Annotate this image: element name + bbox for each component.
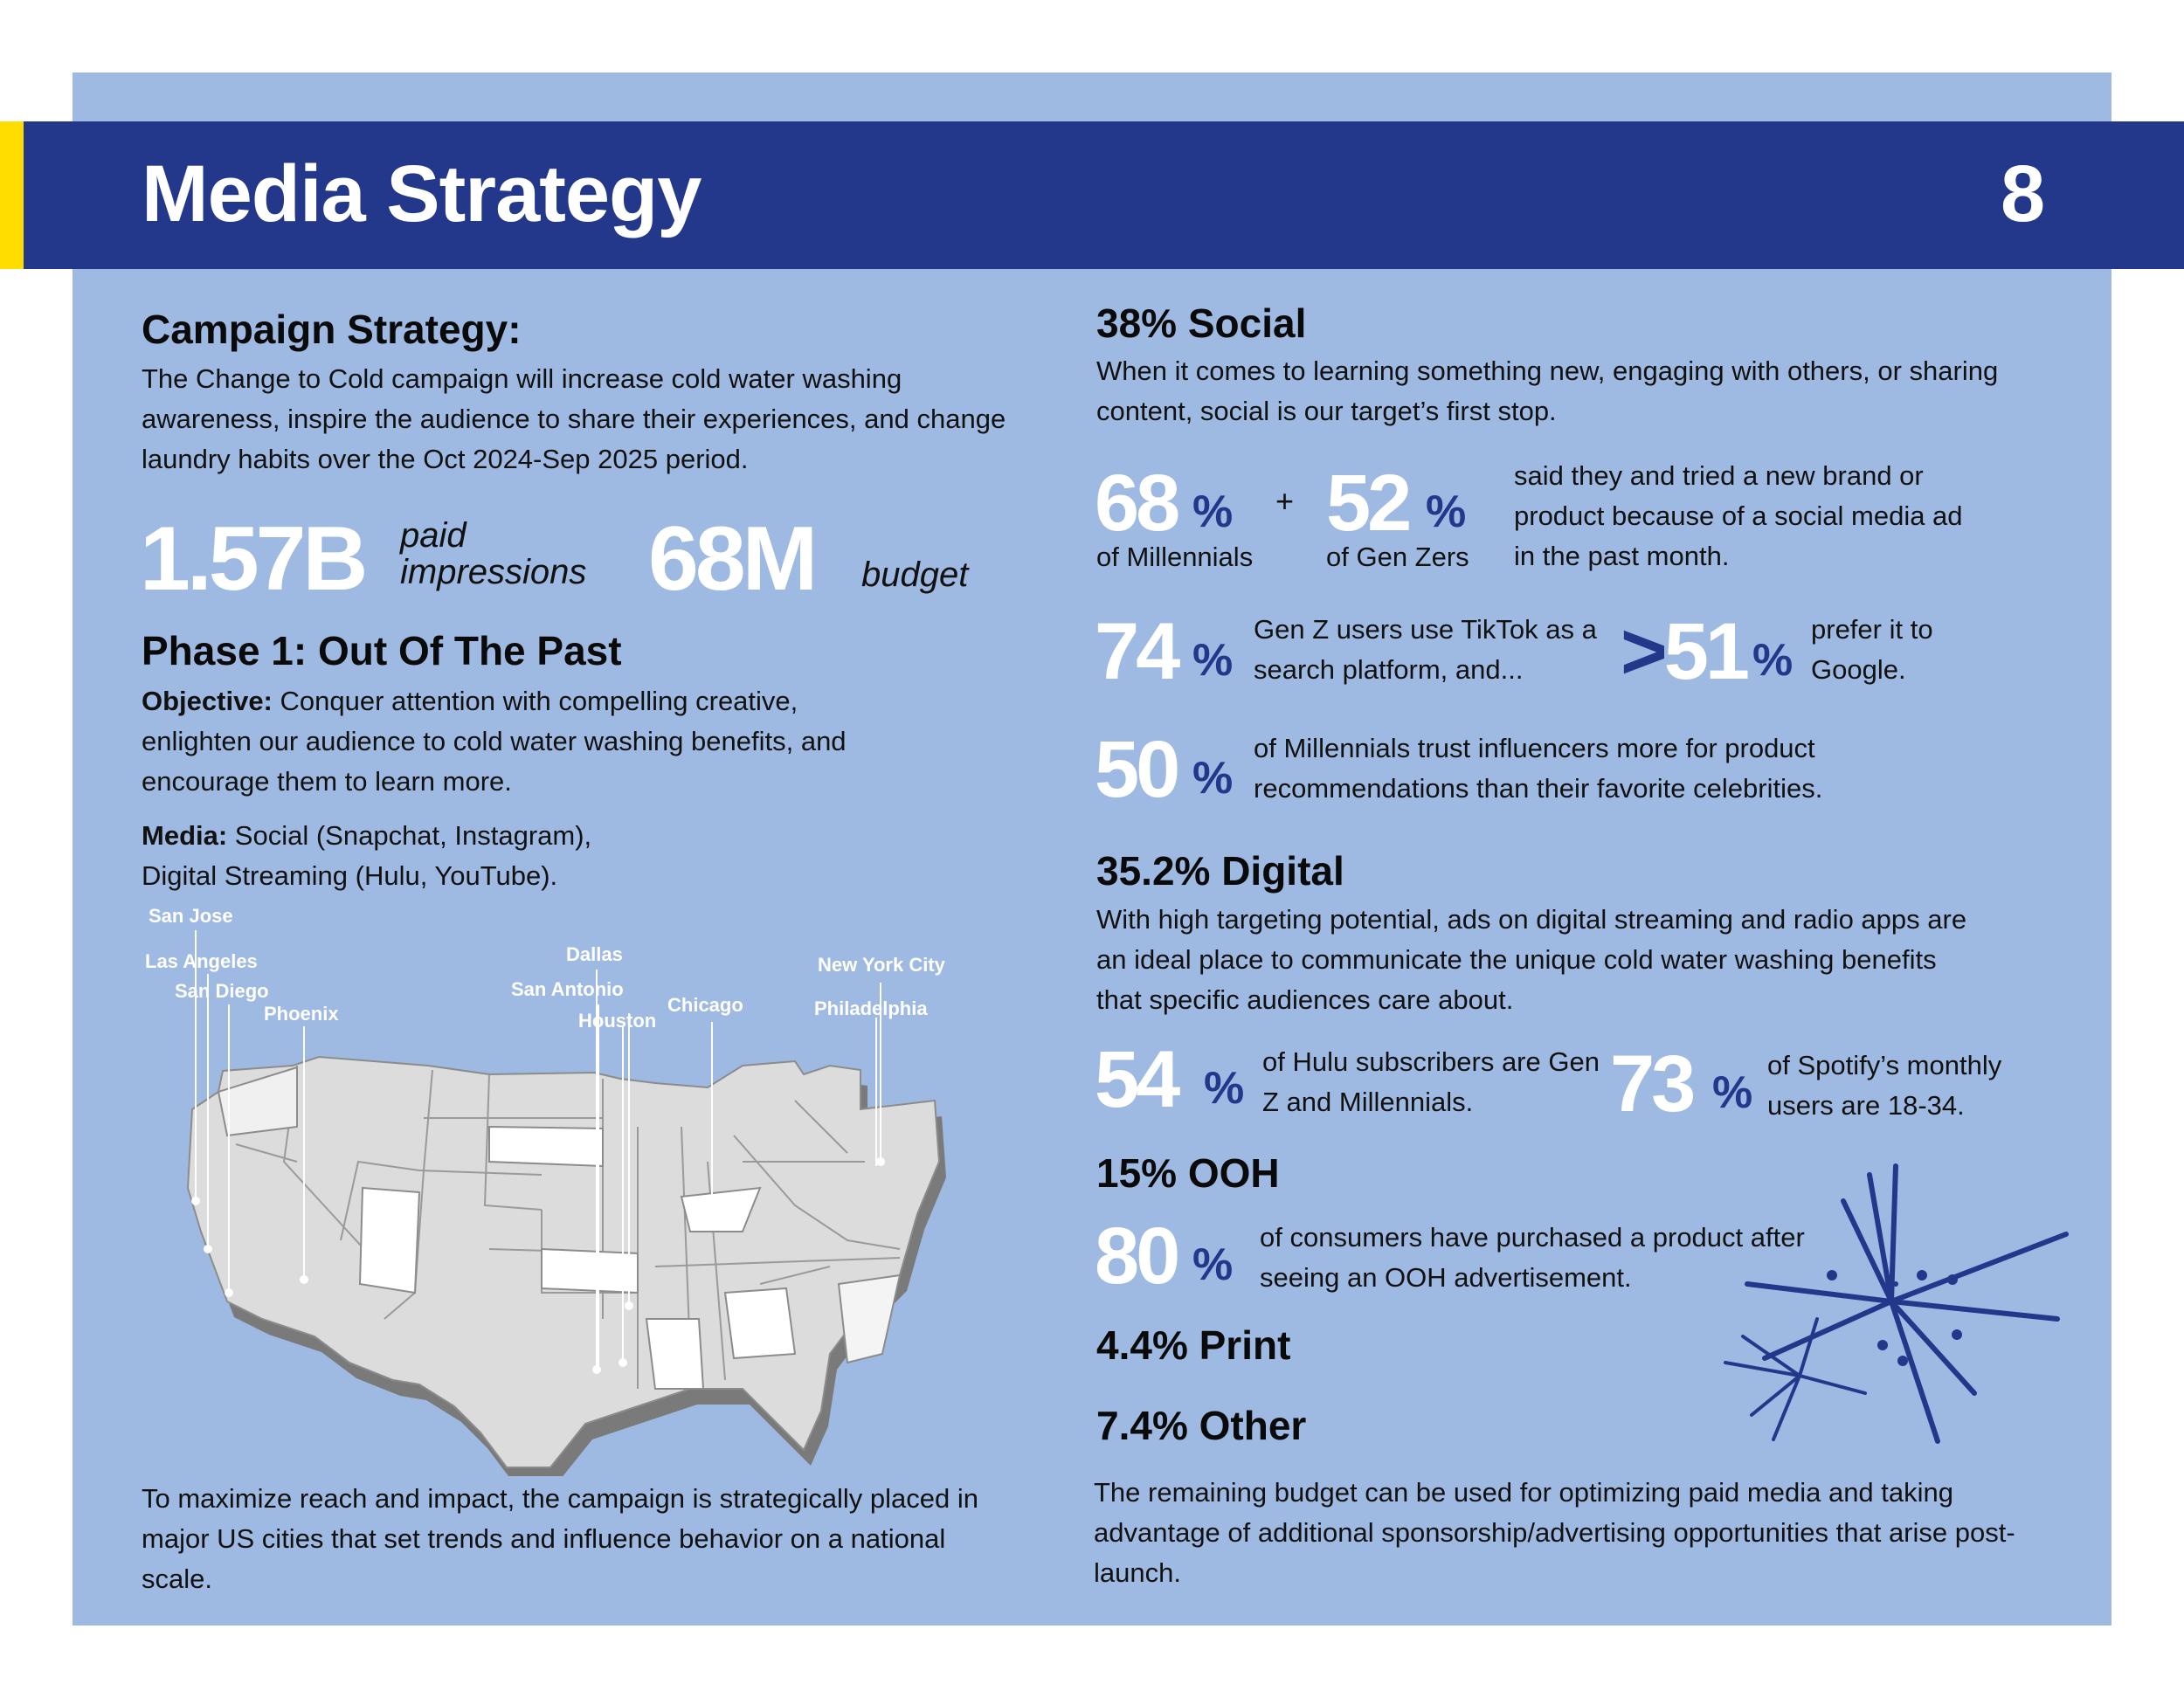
percent-sign: %	[1192, 635, 1234, 686]
objective-label: Objective:	[142, 686, 273, 716]
stat-ooh-text: of consumers have purchased a product af…	[1260, 1222, 1805, 1293]
media-label: Media:	[142, 820, 228, 851]
page-title: Media Strategy	[142, 149, 702, 238]
stat-tiktok-text: Gen Z users use TikTok as a search platf…	[1254, 614, 1597, 685]
starburst-icon	[1724, 1163, 2069, 1444]
percent-sign: %	[1712, 1067, 1753, 1118]
percent-sign: %	[1204, 1063, 1245, 1114]
city-label: New York City	[818, 954, 945, 976]
impressions-label-line2: impressions	[400, 553, 587, 591]
header-accent	[0, 121, 24, 269]
stat-ooh-value: 80	[1095, 1211, 1180, 1301]
media-paragraph: Media: Social (Snapchat, Instagram), Dig…	[142, 816, 666, 896]
ooh-heading: 15% OOH	[1096, 1150, 1280, 1196]
percent-sign: %	[1192, 487, 1234, 537]
stat-millennials-label: of Millennials	[1096, 542, 1254, 572]
stat-genz-label: of Gen Zers	[1326, 542, 1469, 572]
page-number: 8	[2001, 149, 2046, 238]
social-text: When it comes to learning something new,…	[1096, 355, 1999, 426]
impressions-label-line1: paid	[400, 516, 467, 555]
budget-label: budget	[861, 556, 969, 594]
campaign-heading: Campaign Strategy:	[142, 307, 522, 352]
header-bar	[0, 121, 2184, 269]
budget-value: 68M	[648, 508, 818, 610]
percent-sign: %	[1426, 487, 1467, 537]
city-label: Las Angeles	[145, 950, 258, 972]
stat-google-value: >51	[1621, 611, 1750, 692]
stat-millennials-value: 68	[1095, 459, 1180, 548]
stat-google-number: 51	[1663, 607, 1750, 696]
greater-than-sign: >	[1621, 607, 1668, 696]
stat-influencers-value: 50	[1095, 725, 1180, 814]
print-heading: 4.4% Print	[1096, 1322, 1291, 1368]
city-label: Houston	[578, 1010, 657, 1032]
city-label: Phoenix	[264, 1003, 339, 1025]
phase-heading: Phase 1: Out Of The Past	[142, 628, 622, 673]
social-heading: 38% Social	[1096, 300, 1307, 346]
stat-influencers-text: of Millennials trust influencers more fo…	[1254, 733, 1823, 804]
us-map	[186, 1055, 946, 1476]
digital-heading: 35.2% Digital	[1096, 848, 1344, 894]
plus-sign: +	[1275, 483, 1295, 519]
city-label: San Antonio	[511, 978, 624, 1000]
city-label: San Diego	[175, 980, 269, 1002]
percent-sign: %	[1192, 753, 1234, 804]
city-label: San Jose	[149, 905, 233, 927]
percent-sign: %	[1192, 1239, 1234, 1290]
stat-hulu-value: 54	[1095, 1035, 1180, 1124]
city-label: Dallas	[566, 943, 623, 965]
closing-text: To maximize reach and impact, the campai…	[142, 1483, 979, 1594]
impressions-value: 1.57B	[140, 508, 369, 610]
stat-spotify-text: of Spotify’s monthly users are 18-34.	[1767, 1050, 2002, 1121]
city-label: Chicago	[667, 994, 743, 1016]
impressions-label: paid impressions	[400, 517, 586, 590]
stat-tiktok-value: 74	[1095, 607, 1180, 696]
stat-google-text: prefer it to Google.	[1811, 614, 1933, 685]
digital-text: With high targeting potential, ads on di…	[1096, 904, 1967, 1015]
city-pins	[191, 930, 885, 1374]
other-heading: 7.4% Other	[1096, 1403, 1307, 1448]
campaign-text: The Change to Cold campaign will increas…	[142, 363, 1006, 474]
stat-social-ad-text: said they and tried a new brand or produ…	[1514, 460, 1963, 571]
objective-text: Conquer attention with compelling creati…	[142, 686, 847, 797]
objective-paragraph: Objective: Conquer attention with compel…	[142, 681, 910, 802]
city-label: Philadelphia	[814, 997, 928, 1019]
stat-hulu-text: of Hulu subscribers are Gen Z and Millen…	[1262, 1046, 1600, 1117]
percent-sign: %	[1752, 635, 1794, 686]
other-text: The remaining budget can be used for opt…	[1094, 1477, 2015, 1588]
stat-genz-value: 52	[1326, 459, 1412, 548]
stat-spotify-value: 73	[1610, 1039, 1696, 1129]
media-text: Social (Snapchat, Instagram), Digital St…	[142, 820, 592, 891]
